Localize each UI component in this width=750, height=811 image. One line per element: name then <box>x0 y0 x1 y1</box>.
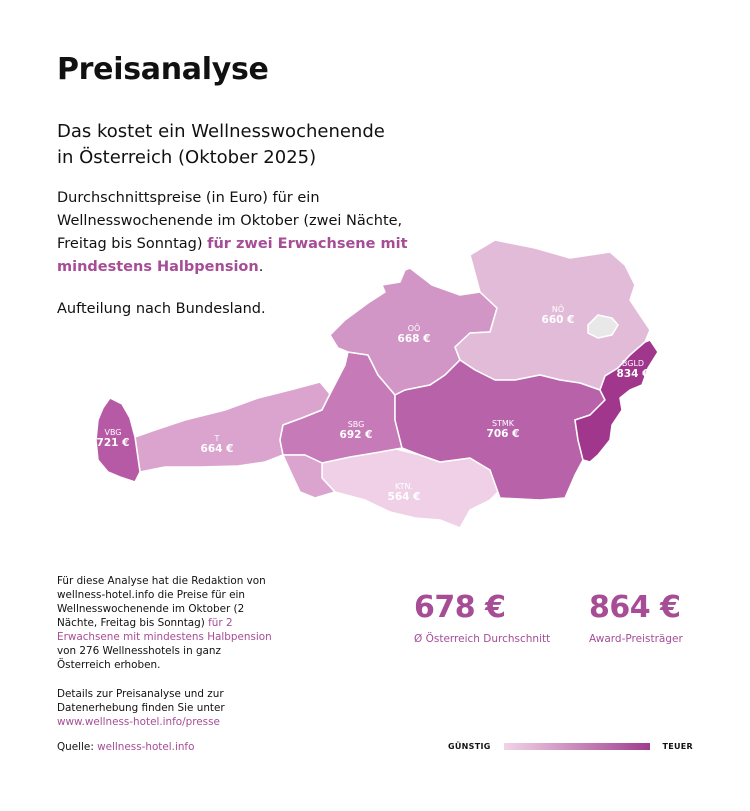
kpi-value: 864 € <box>589 590 681 625</box>
region-label-t: T 664 € <box>201 434 234 455</box>
description-end: . <box>258 259 264 275</box>
region-abbr-vbg: VBG <box>104 428 121 437</box>
region-value-sbg: 692 € <box>340 429 373 441</box>
region-abbr-bgld: BGLD <box>622 359 644 368</box>
region-abbr-ktn: KTN. <box>395 482 413 491</box>
region-label-ktn: KTN. 564 € <box>388 482 421 503</box>
region-shape-vbg <box>95 397 141 483</box>
page-title: Preisanalyse <box>57 52 269 87</box>
region-label-sbg: SBG 692 € <box>340 420 373 441</box>
region-label-stmk: STMK 706 € <box>487 419 520 440</box>
region-shape-osttirol <box>282 454 336 499</box>
source-link[interactable]: wellness-hotel.info <box>97 741 195 753</box>
region-value-t: 664 € <box>201 443 234 455</box>
details-note: Details zur Preisanalyse und zur Datener… <box>57 687 272 729</box>
region-abbr-stmk: STMK <box>492 419 515 428</box>
kpi-award-winners: 864 € Award-Preisträger <box>589 590 683 645</box>
split-note: Aufteilung nach Bundesland. <box>57 301 266 317</box>
description-highlight: für zwei Erwachsene mit mindestens Halbp… <box>57 236 408 275</box>
subtitle-line-1: Das kostet ein Wellnesswochenende <box>57 121 385 142</box>
region-value-vbg: 721 € <box>97 437 130 449</box>
region-value-ktn: 564 € <box>388 491 421 503</box>
legend-low-label: GÜNSTIG <box>448 742 491 751</box>
region-label-ooe: OÖ 668 € <box>398 323 431 345</box>
region-label-bgld: BGLD 834 € <box>617 359 650 380</box>
region-abbr-ooe: OÖ <box>408 323 421 333</box>
region-value-bgld: 834 € <box>617 368 650 380</box>
region-abbr-noe: NÖ <box>552 304 564 314</box>
vienna-shape <box>587 314 619 339</box>
region-value-ooe: 668 € <box>398 333 431 345</box>
region-abbr-t: T <box>214 434 220 443</box>
kpi-value: 678 € <box>414 590 506 625</box>
chart-subtitle: Das kostet ein Wellnesswochenende in Öst… <box>57 119 477 171</box>
kpi-austria-average: 678 € Ø Österreich Durchschnitt <box>414 590 550 645</box>
kpi-label: Award-Preisträger <box>589 633 683 645</box>
details-text: Details zur Preisanalyse und zur Datener… <box>57 688 225 714</box>
legend-high-label: TEUER <box>662 742 693 751</box>
chart-description: Durchschnittspreise (in Euro) für ein We… <box>57 187 417 279</box>
details-link[interactable]: www.wellness-hotel.info/presse <box>57 716 220 728</box>
methodology-note: Für diese Analyse hat die Redaktion von … <box>57 574 272 672</box>
source-note: Quelle: wellness-hotel.info <box>57 741 194 753</box>
description-text: Durchschnittspreise (in Euro) für ein We… <box>57 190 403 252</box>
methodology-text: Für diese Analyse hat die Redaktion von … <box>57 575 266 629</box>
methodology-highlight: für 2 Erwachsene mit mindestens Halbpens… <box>57 617 272 643</box>
region-value-noe: 660 € <box>542 314 575 326</box>
methodology-end: von 276 Wellnesshotels in ganz Österreic… <box>57 645 221 671</box>
color-legend: GÜNSTIG TEUER <box>448 741 693 753</box>
legend-gradient-bar <box>504 743 650 750</box>
region-value-stmk: 706 € <box>487 428 520 440</box>
region-shape-bgld <box>574 339 659 463</box>
region-abbr-sbg: SBG <box>348 420 365 429</box>
source-label: Quelle: <box>57 741 98 753</box>
region-label-vbg: VBG 721 € <box>97 428 130 449</box>
kpi-label: Ø Österreich Durchschnitt <box>414 633 551 645</box>
region-label-noe: NÖ 660 € <box>542 304 575 326</box>
subtitle-line-2: in Österreich (Oktober 2025) <box>57 147 317 168</box>
